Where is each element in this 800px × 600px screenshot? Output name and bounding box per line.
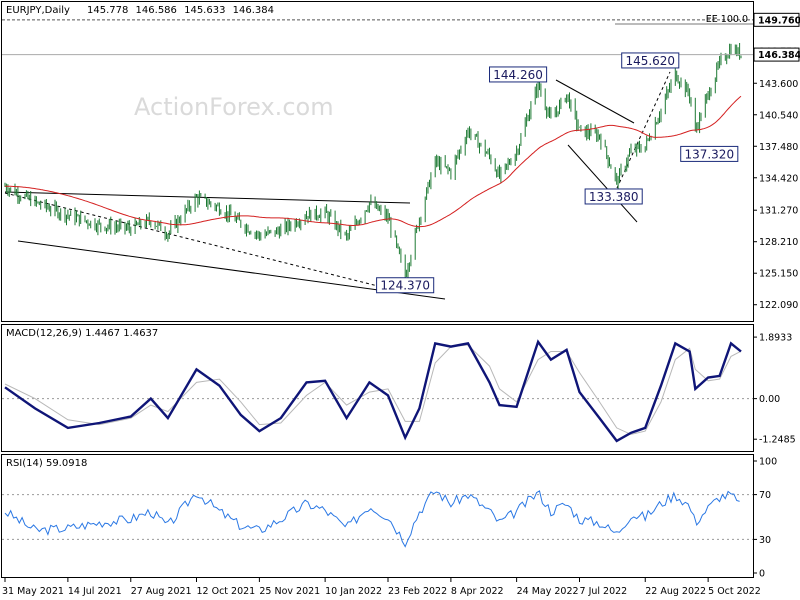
- annotation-label: 124.370: [380, 279, 430, 293]
- last-price-box-label: 146.384: [758, 50, 800, 61]
- date-tick-label: 5 Oct 2022: [708, 586, 761, 597]
- ohlc-high: 146.586: [136, 5, 177, 16]
- price-annotations: 124.370 144.260 133.380 145.620 137.320: [376, 52, 739, 294]
- rsi-axis: 100 70 30 0: [753, 457, 777, 580]
- macd-axis: 1.8933 0.00 -1.2485: [753, 333, 796, 446]
- price-panel-frame: [1, 1, 754, 322]
- price-tick-label: 137.480: [759, 142, 798, 153]
- fib-label: EE 100.0: [706, 14, 748, 25]
- ohlc-low: 145.633: [184, 5, 225, 16]
- rsi-tick-label: 30: [759, 535, 771, 546]
- rsi-tick-label: 100: [759, 457, 777, 468]
- macd-header: MACD(12,26,9) 1.4467 1.4637: [6, 328, 158, 339]
- price-tick-label: 134.420: [759, 173, 798, 184]
- level-price-box-label: 149.760: [758, 15, 800, 26]
- annotation-box: [584, 188, 643, 205]
- price-tick-label: 125.150: [759, 269, 798, 280]
- annotation-label: 145.620: [625, 54, 675, 68]
- macd-tick-label: 0.00: [759, 394, 780, 405]
- rsi-level-lines: [2, 494, 753, 540]
- date-tick-label: 31 May 2021: [2, 586, 64, 597]
- annotation-box: [621, 52, 680, 69]
- date-tick-label: 22 Aug 2022: [645, 586, 706, 597]
- date-tick-label: 10 Jan 2022: [325, 586, 382, 597]
- ohlc-open: 145.778: [87, 5, 128, 16]
- macd-line: [4, 339, 742, 443]
- dashed-rise-line: [611, 71, 671, 200]
- date-tick-label: 23 Feb 2022: [388, 586, 447, 597]
- lower-channel-line: [17, 240, 446, 300]
- date-tick-label: 25 Nov 2021: [259, 586, 320, 597]
- price-tick-label: 131.270: [759, 206, 798, 217]
- annotation-label: 137.320: [684, 147, 734, 161]
- rsi-tick-label: 70: [759, 490, 771, 501]
- watermark: ActionForex.com: [134, 93, 334, 121]
- annotation-box: [489, 66, 548, 83]
- date-tick-label: 7 Jul 2022: [580, 586, 628, 597]
- macd-tick-label: 1.8933: [759, 333, 792, 344]
- rsi-line: [4, 490, 740, 548]
- date-tick-label: 12 Oct 2021: [197, 586, 256, 597]
- price-trendlines: [4, 23, 753, 300]
- price-header-ohlc: 145.778 146.586 145.633 146.384: [87, 5, 274, 16]
- date-tick-label: 14 Jul 2021: [68, 586, 122, 597]
- dashed-trendline: [4, 192, 399, 292]
- price-tick-label: 128.210: [759, 237, 798, 248]
- upper-channel-line: [4, 191, 411, 204]
- annotation-box: [680, 145, 739, 162]
- moving-average-line: [5, 95, 742, 228]
- annotation-label: 144.260: [493, 68, 543, 82]
- date-tick-label: 27 Aug 2021: [131, 586, 192, 597]
- price-axis: 149.760146.750143.600140.540137.480134.4…: [753, 12, 800, 311]
- date-tick-label: 8 Apr 2022: [451, 586, 504, 597]
- macd-tick-label: -1.2485: [759, 435, 796, 446]
- annotation-box: [376, 277, 435, 294]
- rsi-header: RSI(14) 59.0918: [6, 458, 87, 469]
- price-candles: [4, 43, 742, 281]
- annotation-label: 133.380: [589, 190, 639, 204]
- price-tick-label: 140.540: [759, 110, 798, 121]
- ohlc-close: 146.384: [233, 5, 274, 16]
- price-header-symbol: EURJPY,Daily: [6, 5, 70, 16]
- wedge-upper-line: [555, 79, 635, 124]
- level-price-box: [753, 12, 800, 27]
- price-tick-label: 122.090: [759, 300, 798, 311]
- last-price-box: [753, 47, 800, 62]
- rsi-tick-label: 0: [759, 569, 765, 580]
- price-tick-label: 143.600: [759, 79, 798, 90]
- date-axis: 31 May 2021 14 Jul 2021 27 Aug 2021 12 Oct …: [2, 578, 761, 597]
- wedge-lower-line: [567, 144, 638, 223]
- rsi-panel-frame: [1, 454, 754, 578]
- date-tick-label: 24 May 2022: [517, 586, 579, 597]
